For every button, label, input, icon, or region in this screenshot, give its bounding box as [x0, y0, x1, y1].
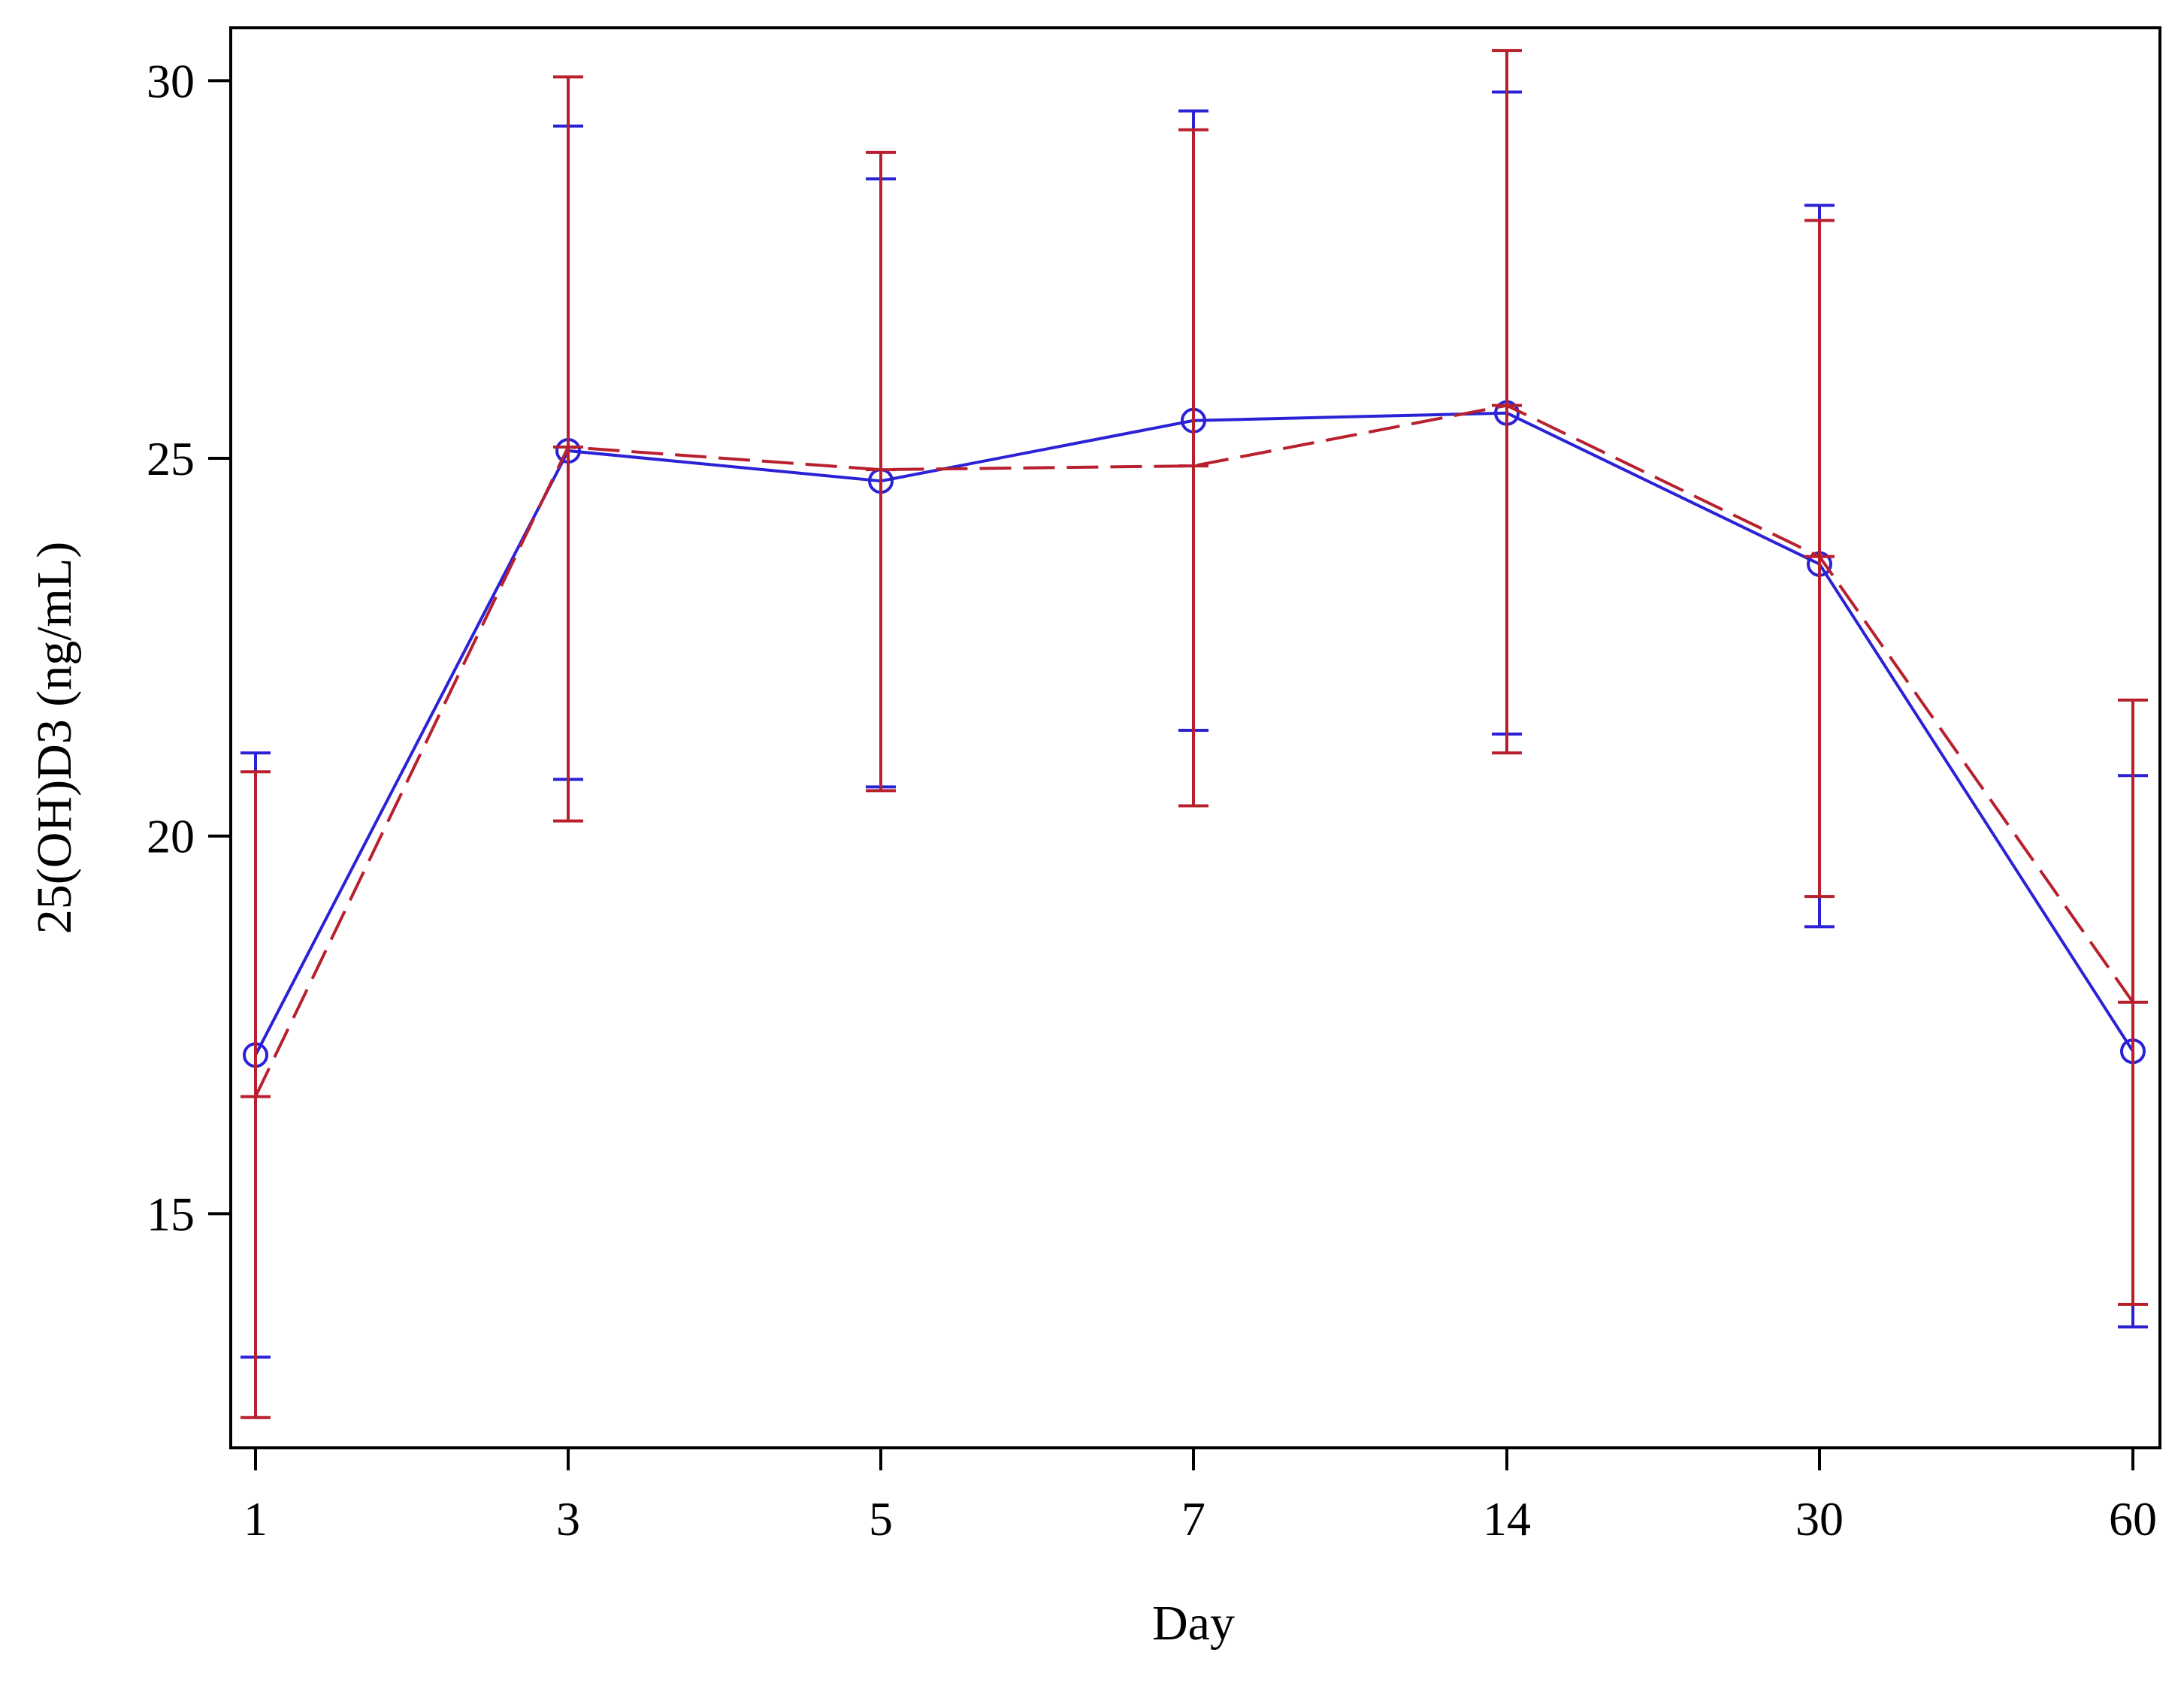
x-tick-label: 7: [1181, 1492, 1205, 1546]
x-axis-label: Day: [1152, 1596, 1235, 1651]
plot-frame: [229, 26, 2161, 1449]
y-tick-label: 20: [147, 810, 195, 863]
y-tick-label: 30: [147, 54, 195, 107]
y-tick-label: 25: [147, 432, 195, 485]
x-tick-label: 5: [869, 1492, 893, 1546]
y-axis: 15 20 25 30: [147, 54, 231, 1240]
x-tick-label: 1: [244, 1492, 268, 1546]
y-tick-label: 15: [147, 1187, 195, 1240]
x-tick-label: 14: [1483, 1492, 1531, 1546]
x-tick-label: 60: [2109, 1492, 2157, 1546]
series-layer: [240, 49, 2148, 1419]
series-2: [240, 49, 2148, 1419]
x-tick-label: 3: [556, 1492, 580, 1546]
x-tick-label: 30: [1795, 1492, 1844, 1546]
x-axis: 1 3 5 7 14 30 60: [244, 1448, 2157, 1546]
y-axis-label: 25(OH)D3 (ng/mL): [27, 542, 82, 934]
